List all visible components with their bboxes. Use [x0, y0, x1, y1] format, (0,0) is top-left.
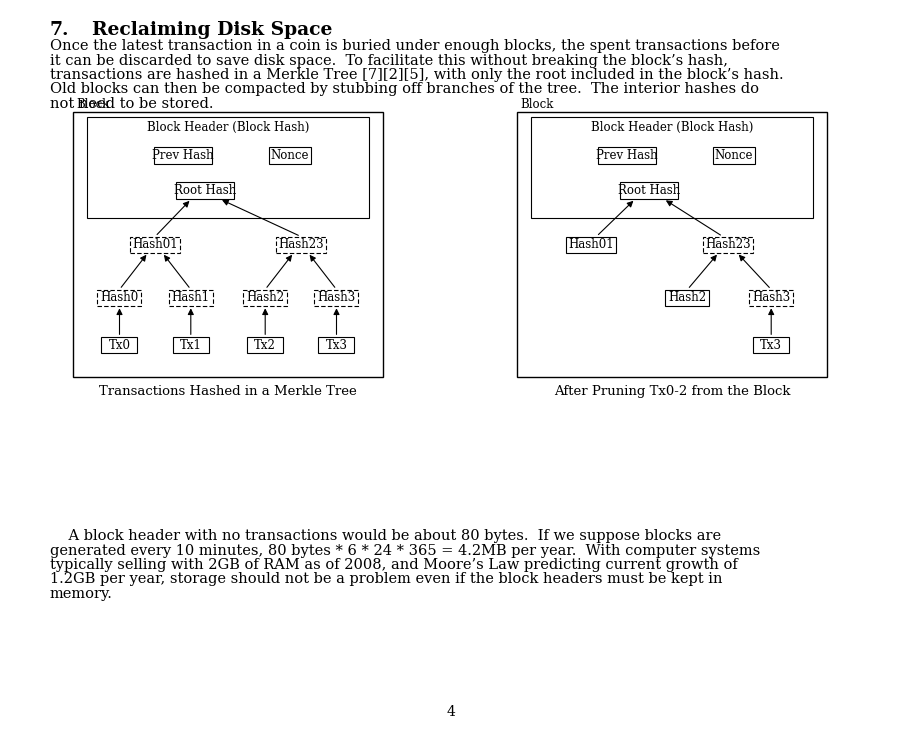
Text: Tx0: Tx0 [108, 338, 131, 352]
Text: Block: Block [76, 98, 109, 111]
Text: Nonce: Nonce [271, 149, 309, 162]
Text: Tx3: Tx3 [759, 338, 781, 352]
FancyBboxPatch shape [269, 147, 310, 164]
FancyBboxPatch shape [243, 290, 287, 305]
FancyBboxPatch shape [566, 236, 616, 253]
Text: transactions are hashed in a Merkle Tree [7][2][5], with only the root included : transactions are hashed in a Merkle Tree… [50, 68, 783, 82]
FancyBboxPatch shape [665, 290, 709, 305]
FancyBboxPatch shape [318, 337, 354, 353]
Text: Root Hash: Root Hash [618, 184, 680, 197]
FancyBboxPatch shape [752, 337, 788, 353]
Text: Reclaiming Disk Space: Reclaiming Disk Space [92, 21, 332, 39]
Text: Hash2: Hash2 [667, 291, 705, 304]
Text: After Pruning Tx0-2 from the Block: After Pruning Tx0-2 from the Block [553, 385, 789, 398]
Text: it can be discarded to save disk space.  To facilitate this without breaking the: it can be discarded to save disk space. … [50, 53, 727, 67]
Text: Hash0: Hash0 [100, 291, 139, 304]
Text: Block: Block [520, 98, 553, 111]
FancyBboxPatch shape [530, 118, 812, 218]
Text: not need to be stored.: not need to be stored. [50, 97, 213, 111]
Text: Hash01: Hash01 [133, 238, 178, 251]
Text: memory.: memory. [50, 587, 113, 601]
FancyBboxPatch shape [713, 147, 754, 164]
Text: Once the latest transaction in a coin is buried under enough blocks, the spent t: Once the latest transaction in a coin is… [50, 39, 779, 53]
FancyBboxPatch shape [172, 337, 208, 353]
Text: Hash23: Hash23 [704, 238, 750, 251]
Text: Prev Hash: Prev Hash [152, 149, 214, 162]
FancyBboxPatch shape [73, 112, 382, 377]
FancyBboxPatch shape [314, 290, 358, 305]
Text: Hash23: Hash23 [278, 238, 323, 251]
Text: Transactions Hashed in a Merkle Tree: Transactions Hashed in a Merkle Tree [99, 385, 356, 398]
FancyBboxPatch shape [101, 337, 137, 353]
FancyBboxPatch shape [130, 236, 180, 253]
Text: Prev Hash: Prev Hash [595, 149, 657, 162]
Text: Old blocks can then be compacted by stubbing off branches of the tree.  The inte: Old blocks can then be compacted by stub… [50, 83, 759, 97]
Text: Hash1: Hash1 [171, 291, 209, 304]
FancyBboxPatch shape [620, 183, 677, 200]
Text: Nonce: Nonce [714, 149, 752, 162]
Text: Hash2: Hash2 [246, 291, 284, 304]
FancyBboxPatch shape [176, 183, 235, 200]
FancyBboxPatch shape [749, 290, 792, 305]
Text: Root Hash: Root Hash [174, 184, 236, 197]
Text: A block header with no transactions would be about 80 bytes.  If we suppose bloc: A block header with no transactions woul… [50, 529, 721, 543]
FancyBboxPatch shape [169, 290, 213, 305]
FancyBboxPatch shape [597, 147, 655, 164]
FancyBboxPatch shape [247, 337, 283, 353]
Text: generated every 10 minutes, 80 bytes * 6 * 24 * 365 = 4.2MB per year.  With comp: generated every 10 minutes, 80 bytes * 6… [50, 543, 759, 557]
Text: Hash3: Hash3 [317, 291, 355, 304]
FancyBboxPatch shape [97, 290, 142, 305]
Text: Block Header (Block Hash): Block Header (Block Hash) [590, 121, 752, 134]
Text: typically selling with 2GB of RAM as of 2008, and Moore’s Law predicting current: typically selling with 2GB of RAM as of … [50, 558, 737, 572]
FancyBboxPatch shape [153, 147, 212, 164]
FancyBboxPatch shape [87, 118, 369, 218]
FancyBboxPatch shape [517, 112, 826, 377]
Text: 4: 4 [446, 705, 456, 719]
Text: 7.: 7. [50, 21, 69, 39]
Text: Hash3: Hash3 [751, 291, 789, 304]
FancyBboxPatch shape [275, 236, 326, 253]
Text: 1.2GB per year, storage should not be a problem even if the block headers must b: 1.2GB per year, storage should not be a … [50, 573, 722, 587]
FancyBboxPatch shape [702, 236, 752, 253]
Text: Tx2: Tx2 [254, 338, 276, 352]
Text: Tx1: Tx1 [179, 338, 201, 352]
Text: Tx3: Tx3 [325, 338, 347, 352]
Text: Hash01: Hash01 [568, 238, 613, 251]
Text: Block Header (Block Hash): Block Header (Block Hash) [147, 121, 308, 134]
